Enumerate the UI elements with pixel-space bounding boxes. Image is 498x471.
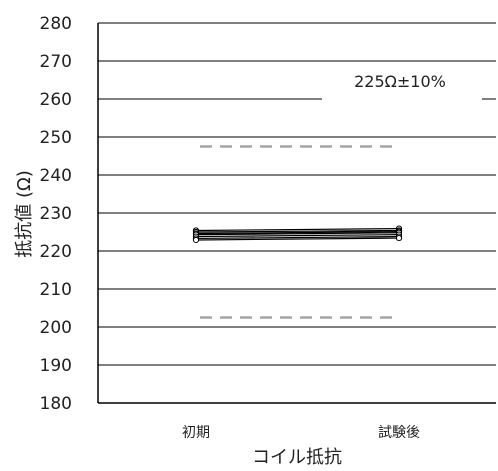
y-tick-label-240: 240 <box>40 166 72 186</box>
series-3-line <box>195 231 400 235</box>
y-tick-label-210: 210 <box>40 280 72 300</box>
series-7-point-2 <box>395 234 403 242</box>
series-7 <box>192 234 403 244</box>
y-tick-label-260: 260 <box>40 90 72 110</box>
series-6-line <box>195 235 400 240</box>
limit-lines <box>200 145 395 319</box>
category-label-2: 試験後 <box>378 425 420 441</box>
series-5-line <box>195 234 400 238</box>
tolerance-annotation: 225Ω±10% <box>354 72 446 91</box>
series-4-line <box>195 232 400 236</box>
y-tick-labels: 180 190 200 210 220 230 240 250 260 270 280 <box>40 14 72 414</box>
y-tick-label-190: 190 <box>40 356 72 376</box>
y-tick-label-220: 220 <box>40 242 72 262</box>
series-lines <box>192 225 403 244</box>
x-axis-title: コイル抵抗 <box>252 447 342 468</box>
series-1-line <box>195 227 400 232</box>
series-7-line <box>195 237 400 241</box>
y-tick-label-180: 180 <box>40 394 72 414</box>
y-tick-label-230: 230 <box>40 204 72 224</box>
axes <box>97 23 496 404</box>
series-2-line <box>195 229 400 233</box>
category-labels: 初期 試験後 <box>182 424 420 441</box>
annotation-box <box>322 62 482 100</box>
category-label-1: 初期 <box>182 424 210 441</box>
series-7-point-1 <box>192 236 200 244</box>
y-tick-label-280: 280 <box>40 14 72 34</box>
grid-lines <box>98 22 496 366</box>
y-tick-label-270: 270 <box>40 52 72 72</box>
y-tick-label-250: 250 <box>40 128 72 148</box>
y-tick-label-200: 200 <box>40 318 72 338</box>
y-axis-title: 抵抗値 (Ω) <box>14 170 35 258</box>
